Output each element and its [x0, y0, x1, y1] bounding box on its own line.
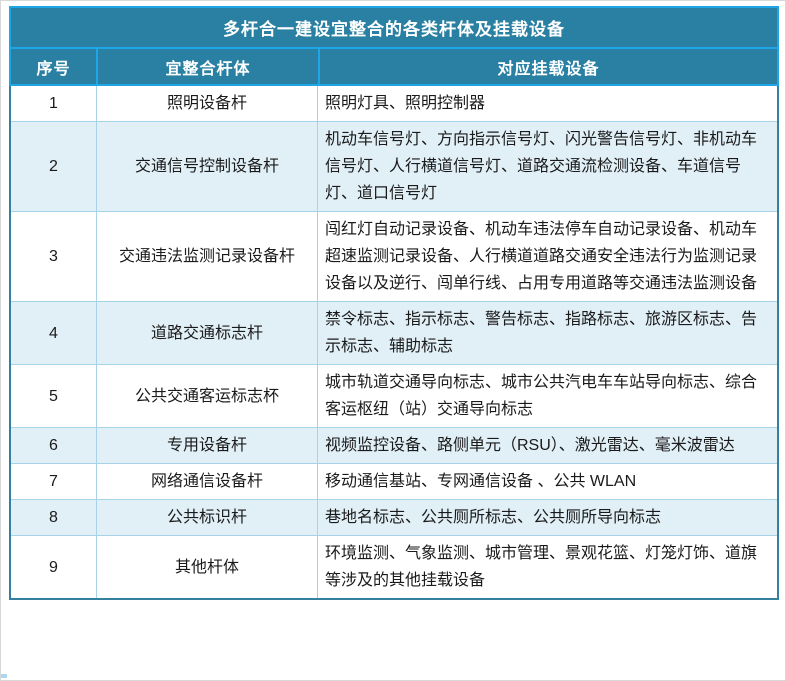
table-row: 6 专用设备杆 视频监控设备、路侧单元（RSU）、激光雷达、毫米波雷达: [11, 427, 777, 463]
row-number-cell: 3: [49, 248, 58, 265]
pole-type-cell: 网络通信设备杆: [96, 464, 318, 499]
row-number-cell: 2: [49, 158, 58, 175]
row-number-cell: 7: [49, 473, 58, 490]
table-header-row: 序号 宜整合杆体 对应挂载设备: [11, 49, 777, 84]
row-number-cell: 4: [49, 324, 58, 342]
table-row: 7 网络通信设备杆 移动通信基站、专网通信设备 、公共 WLAN: [11, 463, 777, 499]
table-row: 1 照明设备杆 照明灯具、照明控制器: [11, 86, 777, 121]
table-body: 1 照明设备杆 照明灯具、照明控制器 2 交通信号控制设备杆 机动车信号灯、方向指示信号灯…: [9, 86, 779, 600]
column-header-pole-type: 宜整合杆体: [96, 49, 318, 84]
row-number-cell: 1: [49, 95, 58, 112]
mounted-devices-cell: 照明灯具、照明控制器: [325, 95, 486, 112]
pole-type-cell: 公共标识杆: [96, 500, 318, 535]
corner-artifact: [1, 674, 7, 678]
row-number-cell: 9: [49, 558, 58, 576]
mounted-devices-cell: 闯红灯自动记录设备、机动车违法停车自动记录设备、机动车超速监测记录设备、人行横道…: [325, 221, 758, 292]
table-title: 多杆合一建设宜整合的各类杆体及挂载设备: [11, 8, 777, 49]
pole-type-cell: 公共交通客运标志杯: [96, 365, 318, 427]
row-number-cell: 5: [49, 387, 58, 405]
table-row: 2 交通信号控制设备杆 机动车信号灯、方向指示信号灯、闪光警告信号灯、非机动车信号灯…: [11, 121, 777, 211]
pole-type-cell: 交通违法监测记录设备杆: [96, 212, 318, 301]
table-row: 4 道路交通标志杆 禁令标志、指示标志、警告标志、指路标志、旅游区标志、告示标志、辅…: [11, 301, 777, 364]
table-row: 8 公共标识杆 巷地名标志、公共厕所标志、公共厕所导向标志: [11, 499, 777, 535]
mounted-devices-cell: 城市轨道交通导向标志、城市公共汽电车车站导向标志、综合客运枢纽（站）交通导向标志: [325, 374, 758, 418]
pole-type-cell: 交通信号控制设备杆: [96, 122, 318, 211]
column-header-mounted-devices: 对应挂载设备: [318, 49, 777, 84]
pole-type-cell: 其他杆体: [96, 536, 318, 598]
pole-type-cell: 专用设备杆: [96, 428, 318, 463]
mounted-devices-cell: 移动通信基站、专网通信设备 、公共 WLAN: [325, 473, 637, 490]
mounted-devices-cell: 禁令标志、指示标志、警告标志、指路标志、旅游区标志、告示标志、辅助标志: [325, 311, 758, 355]
table-row: 9 其他杆体 环境监测、气象监测、城市管理、景观花篮、灯笼灯饰、道旗等涉及的其他挂载…: [11, 535, 777, 598]
mounted-devices-cell: 巷地名标志、公共厕所标志、公共厕所导向标志: [325, 509, 662, 526]
table-row: 3 交通违法监测记录设备杆 闯红灯自动记录设备、机动车违法停车自动记录设备、机动车超…: [11, 211, 777, 301]
pole-type-cell: 照明设备杆: [96, 86, 318, 121]
mounted-devices-cell: 视频监控设备、路侧单元（RSU）、激光雷达、毫米波雷达: [325, 437, 735, 454]
equipment-table: 多杆合一建设宜整合的各类杆体及挂载设备 序号 宜整合杆体 对应挂载设备 1 照明设…: [9, 6, 779, 600]
pole-type-cell: 道路交通标志杆: [96, 302, 318, 364]
table-title-header-block: 多杆合一建设宜整合的各类杆体及挂载设备 序号 宜整合杆体 对应挂载设备: [9, 6, 779, 86]
mounted-devices-cell: 环境监测、气象监测、城市管理、景观花篮、灯笼灯饰、道旗等涉及的其他挂载设备: [325, 545, 758, 589]
row-number-cell: 6: [49, 437, 58, 454]
column-header-number: 序号: [36, 60, 71, 78]
mounted-devices-cell: 机动车信号灯、方向指示信号灯、闪光警告信号灯、非机动车信号灯、人行横道信号灯、道…: [325, 131, 758, 202]
row-number-cell: 8: [49, 509, 58, 526]
table-row: 5 公共交通客运标志杯 城市轨道交通导向标志、城市公共汽电车车站导向标志、综合客运枢…: [11, 364, 777, 427]
